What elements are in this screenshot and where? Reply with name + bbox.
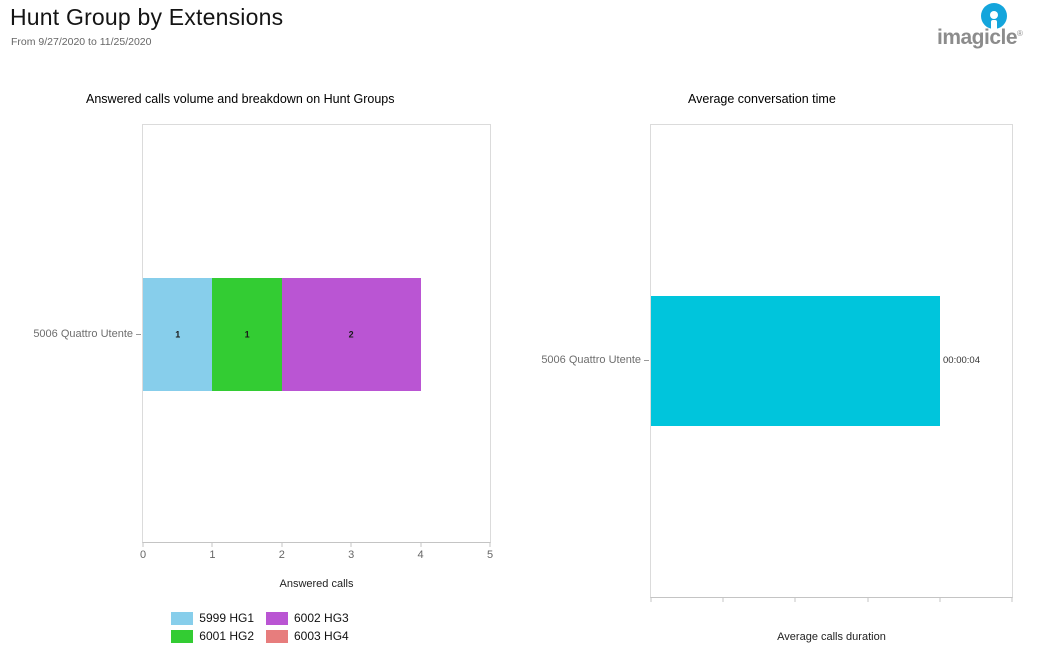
- left-category-label: 5006 Quattro Utente: [33, 328, 133, 340]
- legend-item-6002-hg3: 6002 HG3: [266, 611, 349, 625]
- right-x-axis-label: Average calls duration: [777, 631, 886, 643]
- right-x-axis: [650, 597, 1013, 602]
- legend-label: 5999 HG1: [199, 611, 254, 625]
- trademark-symbol: ®: [1017, 29, 1023, 38]
- bar-segment-6002-hg3: 2: [281, 278, 421, 391]
- left-x-axis-label: Answered calls: [279, 578, 354, 590]
- x-tick-mark: [1011, 597, 1013, 602]
- stacked-bar: 1 1 2: [143, 278, 490, 391]
- legend-label: 6003 HG4: [294, 629, 349, 643]
- avg-bar-value-label: 00:00:04: [943, 355, 980, 366]
- legend-wrap: 5999 HG1 6001 HG2 6002 HG3 6003 HG4: [85, 611, 435, 643]
- left-chart-title: Answered calls volume and breakdown on H…: [86, 92, 395, 106]
- x-tick-label: 2: [278, 549, 285, 561]
- bar-segment-value: 1: [244, 329, 250, 339]
- left-chart-plot-area: 1 1 2 0 1 2 3 4 5: [140, 124, 493, 561]
- bar-segment-value: 2: [348, 329, 354, 339]
- legend-item-6001-hg2: 6001 HG2: [171, 629, 254, 643]
- x-tick-mark: [211, 542, 213, 547]
- x-tick-mark: [281, 542, 283, 547]
- legend-item-5999-hg1: 5999 HG1: [171, 611, 254, 625]
- page-title: Hunt Group by Extensions: [10, 4, 284, 30]
- legend: 5999 HG1 6001 HG2 6002 HG3 6003 HG4: [171, 611, 349, 643]
- bar-segment-6001-hg2: 1: [212, 278, 282, 391]
- x-tick-mark: [867, 597, 869, 602]
- x-tick-mark: [142, 542, 144, 547]
- x-tick-mark: [489, 542, 491, 547]
- right-category-label: 5006 Quattro Utente: [541, 354, 641, 366]
- legend-item-6003-hg4: 6003 HG4: [266, 629, 349, 643]
- imagicle-logo-icon: [981, 3, 1007, 29]
- logo-wordmark: imagicle: [937, 26, 1018, 49]
- imagicle-logo-text: imagicle®: [937, 26, 1023, 50]
- x-tick-mark: [939, 597, 941, 602]
- right-chart-title: Average conversation time: [688, 92, 836, 106]
- x-tick-mark: [794, 597, 796, 602]
- legend-swatch: [171, 629, 194, 643]
- legend-swatch: [266, 611, 288, 625]
- bar-segment-value: 1: [175, 329, 181, 339]
- right-y-tick: [644, 360, 649, 361]
- bar-segment-5999-hg1: 1: [143, 278, 213, 391]
- left-y-tick: [136, 334, 141, 335]
- legend-swatch: [171, 611, 194, 625]
- x-tick-label: 0: [139, 549, 147, 561]
- x-tick-label: 3: [348, 549, 355, 561]
- left-x-axis: 0 1 2 3 4 5: [140, 542, 493, 561]
- x-tick-mark: [722, 597, 724, 602]
- legend-label: 6001 HG2: [199, 629, 254, 643]
- legend-label: 6002 HG3: [294, 611, 349, 625]
- avg-bar: [651, 296, 940, 426]
- x-tick-label: 1: [209, 549, 216, 561]
- legend-swatch: [266, 629, 288, 643]
- right-chart-plot-area: [650, 124, 1013, 602]
- x-tick-label: 5: [486, 549, 494, 561]
- report-date-range: From 9/27/2020 to 11/25/2020: [11, 36, 152, 48]
- x-tick-mark: [420, 542, 422, 547]
- x-tick-mark: [650, 597, 652, 602]
- x-tick-mark: [350, 542, 352, 547]
- x-tick-label: 4: [417, 549, 424, 561]
